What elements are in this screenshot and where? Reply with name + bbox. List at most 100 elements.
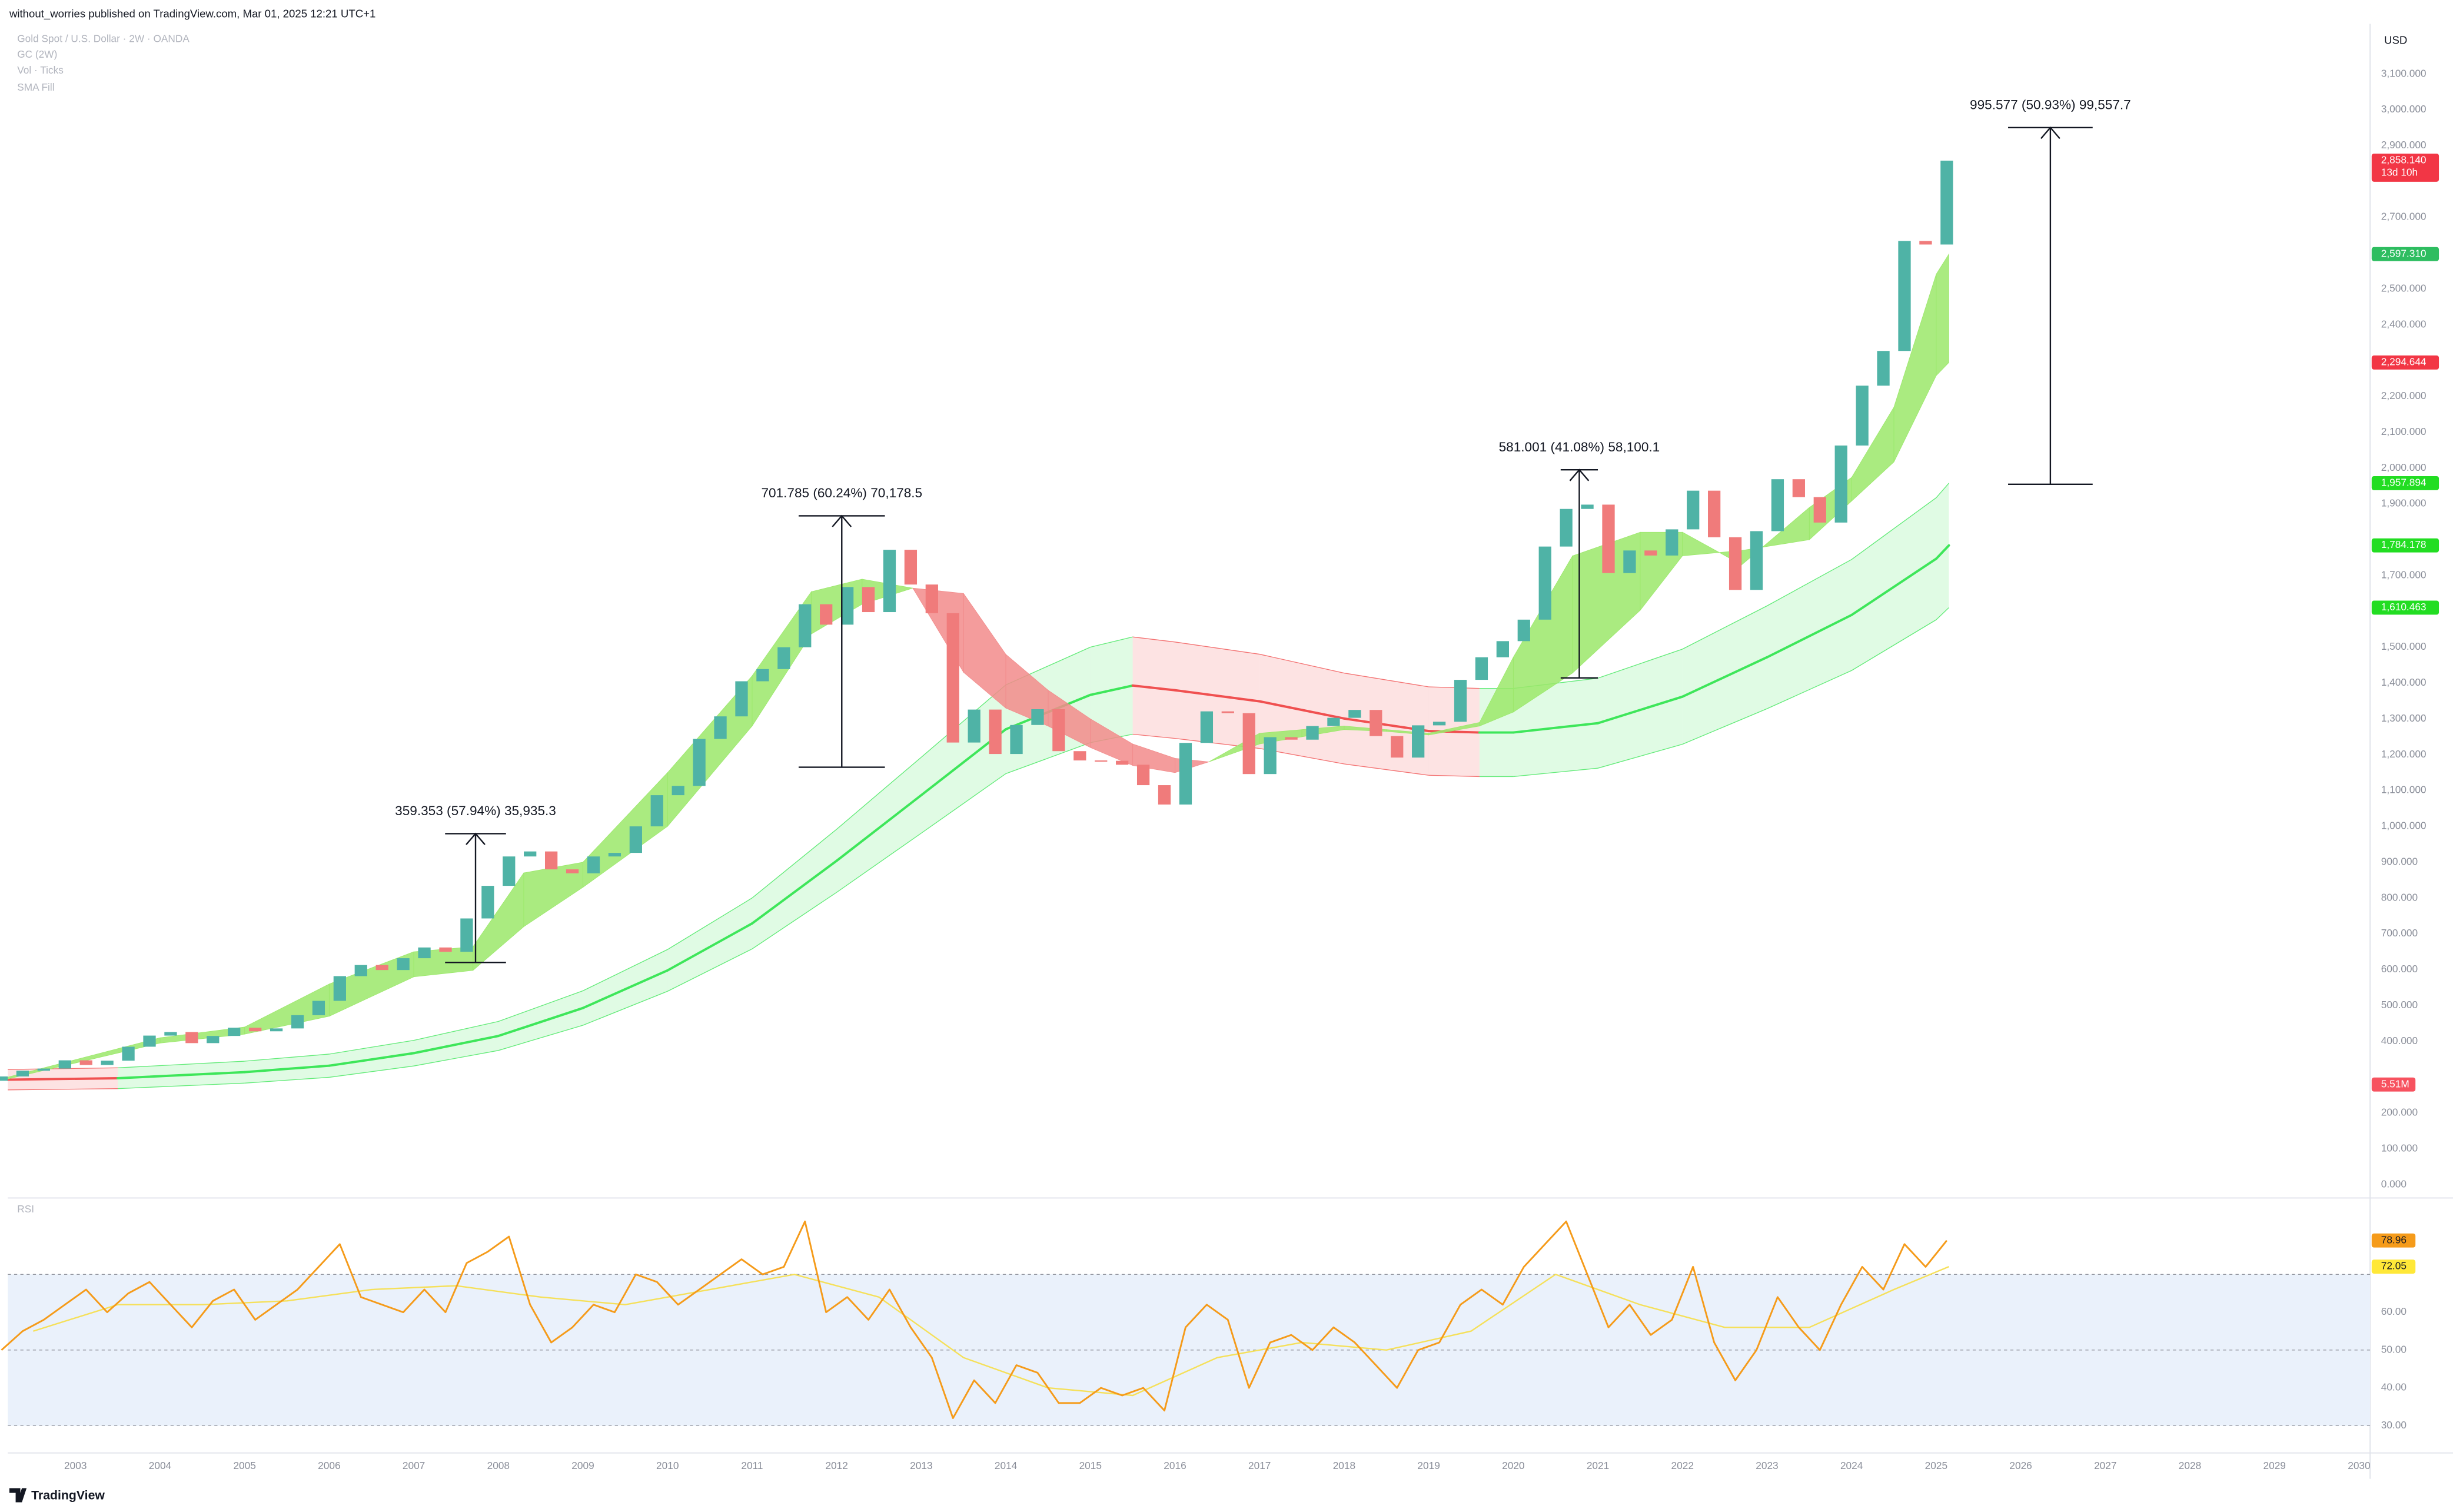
band-edge xyxy=(118,1082,245,1089)
price-label: 2,294.644 xyxy=(2381,356,2427,368)
x-tick-label: 2010 xyxy=(656,1460,679,1471)
long-band xyxy=(6,483,1950,1091)
y-tick-label: 1,200.000 xyxy=(2381,748,2427,760)
candle xyxy=(1285,737,1298,740)
band-edge xyxy=(1767,670,1852,709)
candle xyxy=(1623,550,1636,573)
candle xyxy=(0,1076,8,1081)
band-edge xyxy=(498,1025,583,1051)
candle xyxy=(37,1068,51,1071)
candle xyxy=(587,856,600,873)
price-label-sub: 13d 10h xyxy=(2381,167,2418,178)
candle xyxy=(1538,546,1551,620)
y-tick-label: 900.000 xyxy=(2381,855,2418,867)
candle xyxy=(1370,710,1382,736)
x-tick-label: 2021 xyxy=(1587,1460,1609,1471)
candle xyxy=(333,976,346,1001)
price-label: 2,858.140 xyxy=(2381,154,2427,165)
price-label-box xyxy=(2371,355,2439,370)
band-fill xyxy=(667,898,752,992)
x-tick-label: 2013 xyxy=(910,1460,932,1471)
price-label-box xyxy=(2371,153,2439,182)
x-tick-label: 2008 xyxy=(487,1460,510,1471)
sma-line xyxy=(666,922,753,972)
x-tick-label: 2018 xyxy=(1333,1460,1355,1471)
candle xyxy=(1391,736,1404,758)
candle xyxy=(1687,490,1700,530)
sma-line xyxy=(6,1077,119,1081)
y-tick-label: 1,700.000 xyxy=(2381,569,2427,581)
candle xyxy=(1116,760,1129,765)
candle xyxy=(1560,509,1573,547)
candle xyxy=(1200,711,1214,743)
candle xyxy=(1179,743,1192,805)
band-fill xyxy=(836,757,922,893)
header: without_worries published on TradingView… xyxy=(9,7,375,20)
y-tick-label: 2,000.000 xyxy=(2381,461,2427,473)
band-edge xyxy=(329,1065,414,1078)
candle xyxy=(1095,760,1108,762)
candle xyxy=(946,613,959,743)
price-label: 2,597.310 xyxy=(2381,247,2427,259)
x-tick-label: 2011 xyxy=(741,1460,763,1471)
price-label-box xyxy=(2371,476,2439,490)
band-edge xyxy=(836,833,922,893)
candle xyxy=(799,604,812,647)
band-edge xyxy=(1597,649,1683,679)
x-tick-label: 2020 xyxy=(1502,1460,1524,1471)
candle xyxy=(1877,351,1890,386)
candle xyxy=(1856,386,1869,446)
x-tick-label: 2005 xyxy=(233,1460,255,1471)
candle xyxy=(650,795,663,827)
candle xyxy=(1242,713,1255,775)
band-edge xyxy=(1428,775,1480,777)
candle xyxy=(375,965,388,971)
band-edge xyxy=(920,684,1006,758)
candle xyxy=(840,587,854,625)
candle xyxy=(883,550,896,613)
x-tick-label: 2007 xyxy=(403,1460,425,1471)
y-tick-label: 1,000.000 xyxy=(2381,820,2427,832)
y-tick-label: 3,000.000 xyxy=(2381,103,2427,115)
candle xyxy=(1136,765,1150,786)
legend-line: Gold Spot / U.S. Dollar · 2W · OANDA xyxy=(17,33,190,45)
candle xyxy=(185,1032,198,1044)
candle xyxy=(1306,726,1319,740)
legend-line: GC (2W) xyxy=(17,48,57,60)
sma-line xyxy=(413,1035,500,1055)
sma-line xyxy=(328,1052,416,1067)
price-label: 1,957.894 xyxy=(2381,477,2427,489)
volume-label: 5.51M xyxy=(2381,1078,2409,1089)
price-label: 1,610.463 xyxy=(2381,601,2427,613)
band-edge xyxy=(118,1061,245,1069)
candle xyxy=(58,1060,71,1069)
x-tick-label: 2028 xyxy=(2179,1460,2201,1471)
band-fill xyxy=(1767,559,1852,709)
price-label-box xyxy=(2371,247,2439,261)
x-tick-label: 2015 xyxy=(1079,1460,1102,1471)
candle xyxy=(1602,504,1615,573)
candle xyxy=(1708,490,1721,537)
band-edge xyxy=(1767,559,1852,606)
band-edge xyxy=(1936,483,1949,499)
x-tick-label: 2027 xyxy=(2094,1460,2116,1471)
band-edge xyxy=(1132,733,1175,739)
logo-mark xyxy=(9,1488,27,1503)
x-tick-label: 2026 xyxy=(2009,1460,2032,1471)
x-tick-label: 2022 xyxy=(1671,1460,1694,1471)
candle xyxy=(862,587,875,613)
measure-label: 359.353 (57.94%) 35,935.3 xyxy=(395,803,556,818)
y-tick-label: 700.000 xyxy=(2381,927,2418,939)
candle xyxy=(544,851,558,870)
candle xyxy=(228,1028,241,1036)
rsi-tick-label: 40.00 xyxy=(2381,1381,2407,1393)
band-edge xyxy=(498,990,583,1022)
band-fill xyxy=(1598,649,1683,769)
candle xyxy=(143,1035,156,1047)
band-fill xyxy=(752,829,837,949)
y-tick-label: 100.000 xyxy=(2381,1142,2418,1154)
sma-line xyxy=(1089,684,1134,696)
currency: USD xyxy=(2384,34,2407,46)
candle xyxy=(1475,657,1488,680)
